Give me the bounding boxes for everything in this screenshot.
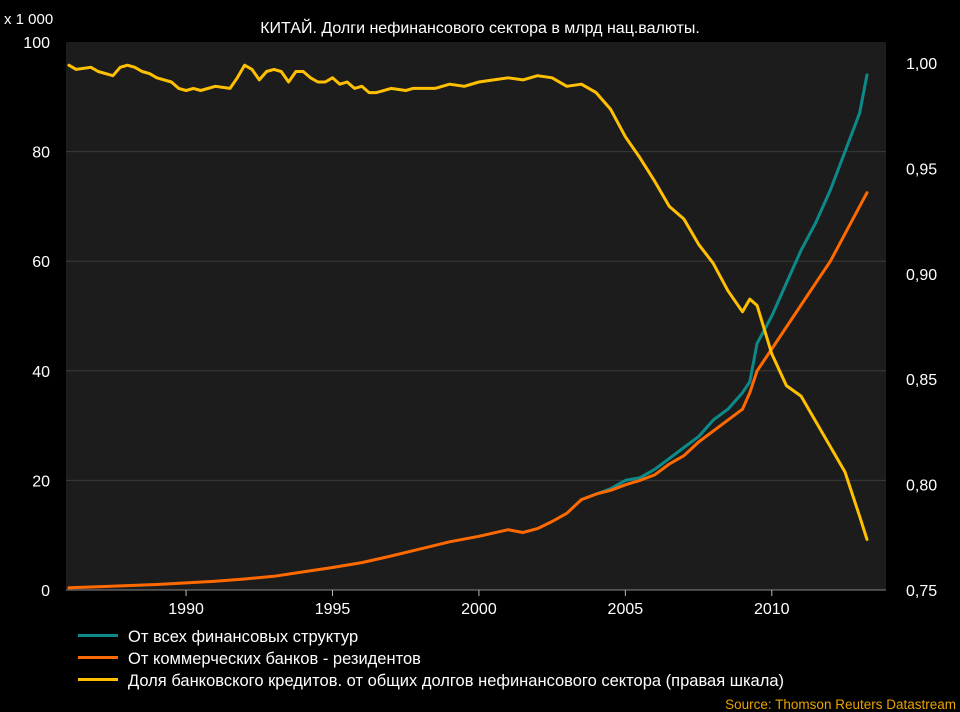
y-right-tick-label: 0,80 <box>906 478 937 495</box>
legend-swatch-yellow <box>78 678 118 682</box>
legend-label-teal: От всех финансовых структур <box>128 628 359 646</box>
x-tick-label: 2005 <box>608 601 644 618</box>
y-right-tick-label: 0,85 <box>906 372 937 389</box>
legend: От всех финансовых структур От коммерчес… <box>78 626 784 692</box>
x-axis-ticks: 1990 1995 2000 2005 2010 <box>168 590 790 618</box>
y-left-tick-label: 40 <box>32 364 50 381</box>
plot-area <box>66 42 886 590</box>
series-line-0 <box>579 73 869 502</box>
series-line-1 <box>67 191 869 590</box>
gridlines <box>66 151 886 481</box>
x-tick-label: 1995 <box>315 601 351 618</box>
y-right-tick-label: 0,90 <box>906 267 937 284</box>
legend-item-teal: От всех финансовых структур <box>78 626 784 648</box>
series-line-2 <box>67 63 869 541</box>
x-tick-label: 1990 <box>168 601 204 618</box>
y-left-tick-label: 80 <box>32 145 50 162</box>
y-left-tick-label: 60 <box>32 254 50 271</box>
left-axis-unit: x 1 000 <box>4 11 53 28</box>
chart-title: КИТАЙ. Долги нефинансового сектора в млр… <box>260 18 700 37</box>
y-right-tick-label: 1,00 <box>906 56 937 73</box>
x-tick-label: 2000 <box>461 601 497 618</box>
legend-item-orange: От коммерческих банков - резидентов <box>78 648 784 670</box>
y-right-tick-label: 0,95 <box>906 161 937 178</box>
x-tick-label: 2010 <box>754 601 790 618</box>
source-note: Source: Thomson Reuters Datastream <box>725 697 956 712</box>
y-left-tick-label: 0 <box>41 583 50 600</box>
y-right-tick-label: 0,75 <box>906 583 937 600</box>
y-left-tick-label: 100 <box>23 35 50 52</box>
series-layer <box>67 63 869 590</box>
legend-label-yellow: Доля банковского кредитов. от общих долг… <box>128 672 785 690</box>
y-axis-labels: 0 20 40 60 80 100 0,75 0,80 0,85 0,90 0,95 1,00 <box>23 35 937 600</box>
y-left-tick-label: 20 <box>32 473 50 490</box>
legend-swatch-teal <box>78 634 118 638</box>
legend-swatch-orange <box>78 656 118 660</box>
legend-item-yellow: Доля банковского кредитов. от общих долг… <box>78 670 784 692</box>
legend-label-orange: От коммерческих банков - резидентов <box>128 650 421 668</box>
